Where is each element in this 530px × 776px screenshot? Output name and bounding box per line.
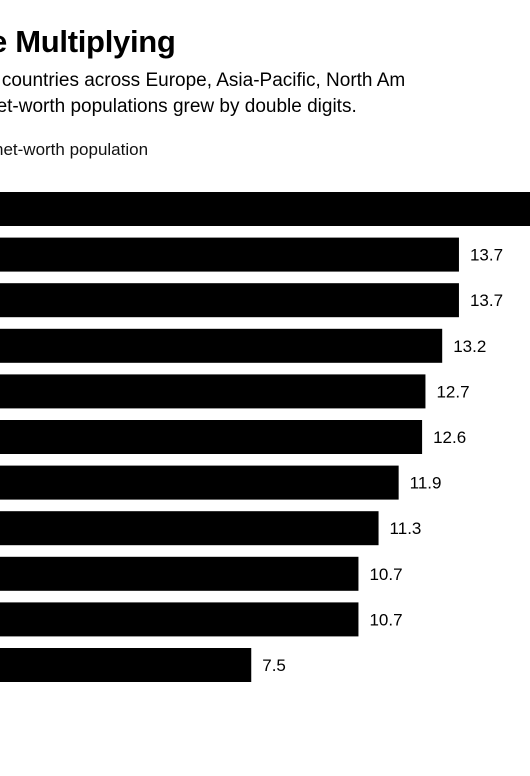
- subtitle-line-2: net-worth populations grew by double dig…: [0, 96, 357, 117]
- subtitle-line-1: e countries across Europe, Asia-Pacific,…: [0, 70, 406, 91]
- bar-value-label-6: 11.9: [410, 474, 442, 493]
- bar-1: [0, 237, 459, 272]
- bar-6: [0, 465, 399, 500]
- bar-4: [0, 374, 426, 409]
- axis-label: net-worth population: [0, 140, 149, 159]
- bar-7: [0, 511, 379, 546]
- bar-8: [0, 556, 359, 591]
- bar-10: [0, 648, 252, 682]
- bar-9: [0, 602, 359, 637]
- bar-5: [0, 420, 423, 454]
- bar-value-label-9: 10.7: [369, 610, 402, 629]
- bar-value-label-10: 7.5: [262, 656, 286, 675]
- bar-value-label-7: 11.3: [390, 519, 422, 538]
- bar-value-label-4: 12.7: [436, 382, 469, 401]
- bar-value-label-5: 12.6: [433, 428, 466, 447]
- chart-subtitle: e countries across Europe, Asia-Pacific,…: [0, 68, 405, 120]
- bar-value-label-1: 13.7: [470, 246, 503, 265]
- bar-3: [0, 328, 443, 363]
- bar-value-label-8: 10.7: [369, 565, 402, 584]
- chart-title: e Multiplying: [0, 24, 176, 59]
- bar-value-label-3: 13.2: [453, 337, 486, 356]
- bar-0: [0, 192, 530, 226]
- bar-value-label-2: 13.7: [470, 291, 503, 310]
- bar-2: [0, 283, 459, 318]
